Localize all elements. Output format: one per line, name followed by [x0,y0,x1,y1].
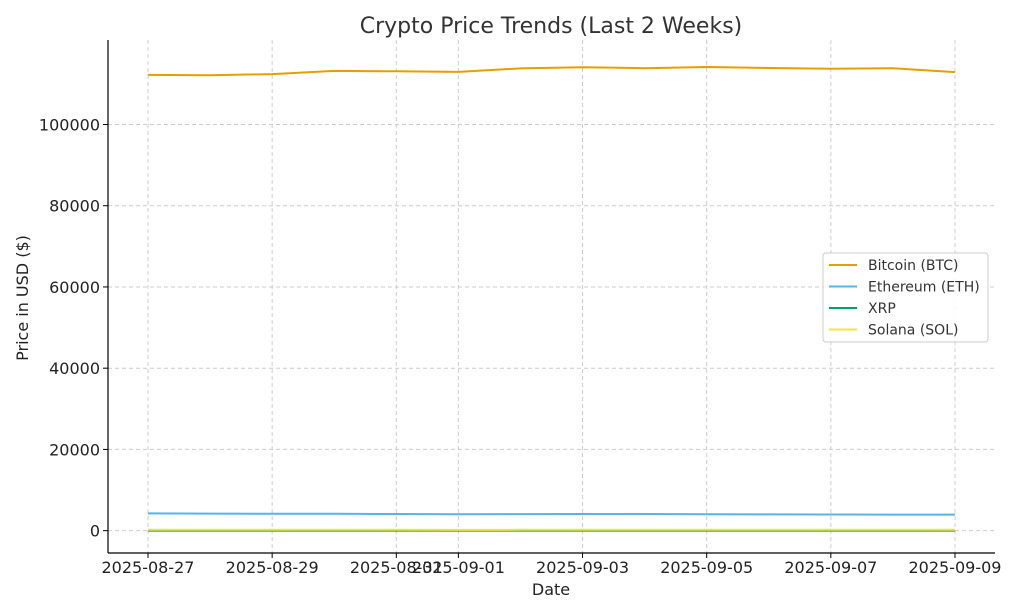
x-tick-label: 2025-09-01 [412,558,505,577]
series-line-ethereum-eth [147,512,955,516]
series-line-bitcoin-btc [147,66,956,77]
x-tick-label: 2025-08-29 [226,558,319,577]
x-tick-label: 2025-09-05 [660,558,753,577]
y-tick-label: 0 [90,522,100,541]
legend-box [822,252,989,343]
y-tick-label: 40000 [49,359,100,378]
x-tick-label: 2025-09-07 [784,558,877,577]
x-tick-label: 2025-08-31 [350,558,443,577]
y-tick-label: 60000 [49,278,100,297]
legend-label-solana-sol: Solana (SOL) [868,323,958,339]
x-tick-label: 2025-08-27 [102,558,195,577]
legend-label-ethereum-eth: Ethereum (ETH) [868,280,980,296]
y-tick-label: 100000 [39,115,100,134]
legend-label-xrp: XRP [868,301,896,317]
series-layer [147,66,956,532]
y-axis-label: Price in USD ($) [13,235,32,361]
chart-title: Crypto Price Trends (Last 2 Weeks) [360,14,743,39]
x-axis-label: Date [532,580,570,599]
legend-label-bitcoin-btc: Bitcoin (BTC) [868,258,959,274]
legend: Bitcoin (BTC) Ethereum (ETH) XRP Solana (SO… [822,252,989,343]
x-tick-label: 2025-09-03 [536,558,629,577]
y-tick-label: 20000 [49,440,100,459]
y-tick-label: 80000 [49,197,100,216]
axes-layer: 2025-08-27 2025-08-29 2025-08-312025-09-01… [39,40,1002,577]
x-tick-label: 2025-09-09 [909,558,1002,577]
